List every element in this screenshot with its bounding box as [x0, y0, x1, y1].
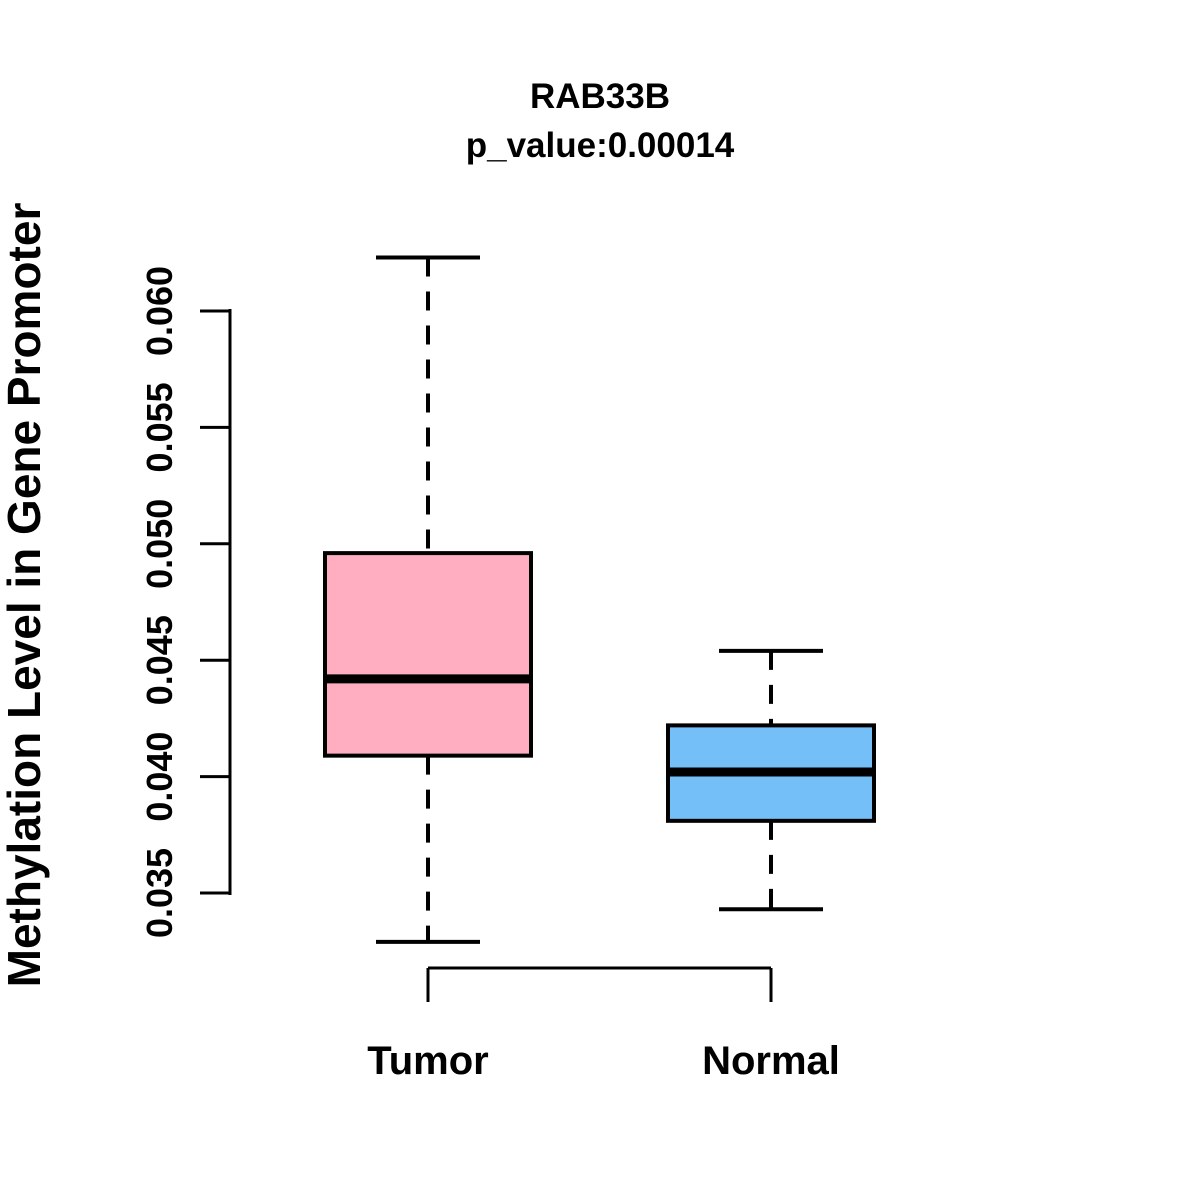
iqr-box-tumor	[323, 551, 533, 758]
chart-subtitle: p_value:0.00014	[466, 126, 735, 165]
y-axis-title: Methylation Level in Gene Promoter	[0, 203, 50, 988]
y-axis-tick-label: 0.050	[139, 499, 180, 589]
y-axis-tick-label: 0.055	[139, 382, 180, 472]
y-axis-tick-label: 0.040	[139, 732, 180, 822]
y-axis-tick-label: 0.045	[139, 615, 180, 705]
category-label-normal: Normal	[702, 1039, 840, 1083]
category-label-tumor: Tumor	[367, 1039, 488, 1083]
chart-title: RAB33B	[530, 77, 670, 116]
axes-layer	[200, 309, 773, 1002]
labels-layer: 0.035 0.040 0.045 0.050 0.055 0.060 Tumor Norma…	[139, 266, 840, 1083]
y-axis-tick-label: 0.035	[139, 848, 180, 938]
y-axis-tick-label: 0.060	[139, 266, 180, 356]
series-layer	[323, 255, 876, 944]
